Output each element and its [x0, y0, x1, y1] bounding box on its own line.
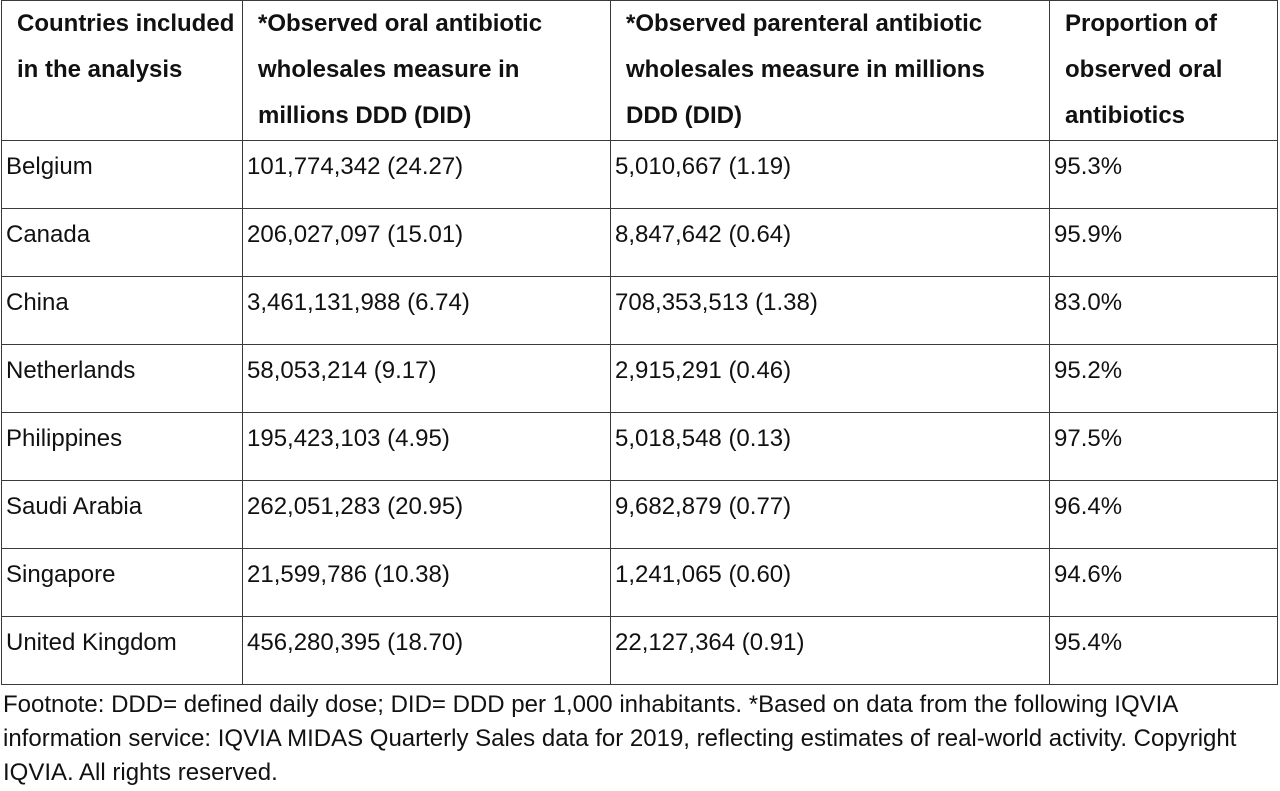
table-row: United Kingdom 456,280,395 (18.70) 22,12… [1, 616, 1278, 685]
header-oral-proportion: Proportion of observed oral antibiotics [1049, 0, 1278, 141]
country-cell: Netherlands [1, 344, 243, 413]
country-cell: China [1, 276, 243, 345]
parenteral-cell: 1,241,065 (0.60) [610, 548, 1050, 617]
table-row: Saudi Arabia 262,051,283 (20.95) 9,682,8… [1, 480, 1278, 549]
antibiotic-wholesales-table: Countries included in the analysis *Obse… [1, 0, 1278, 685]
header-countries: Countries included in the analysis [1, 0, 243, 141]
oral-cell: 21,599,786 (10.38) [242, 548, 611, 617]
country-cell: Philippines [1, 412, 243, 481]
parenteral-cell: 8,847,642 (0.64) [610, 208, 1050, 277]
proportion-cell: 94.6% [1049, 548, 1278, 617]
table-row: China 3,461,131,988 (6.74) 708,353,513 (… [1, 276, 1278, 345]
table-row: Philippines 195,423,103 (4.95) 5,018,548… [1, 412, 1278, 481]
country-cell: Belgium [1, 140, 243, 209]
proportion-cell: 95.4% [1049, 616, 1278, 685]
proportion-cell: 83.0% [1049, 276, 1278, 345]
table-footnote: Footnote: DDD= defined daily dose; DID= … [3, 691, 1237, 786]
table-row: Belgium 101,774,342 (24.27) 5,010,667 (1… [1, 140, 1278, 209]
parenteral-cell: 5,010,667 (1.19) [610, 140, 1050, 209]
table-row: Canada 206,027,097 (15.01) 8,847,642 (0.… [1, 208, 1278, 277]
parenteral-cell: 2,915,291 (0.46) [610, 344, 1050, 413]
oral-cell: 195,423,103 (4.95) [242, 412, 611, 481]
oral-cell: 456,280,395 (18.70) [242, 616, 611, 685]
oral-cell: 3,461,131,988 (6.74) [242, 276, 611, 345]
header-parenteral-wholesales: *Observed parenteral antibiotic wholesal… [610, 0, 1050, 141]
country-cell: Saudi Arabia [1, 480, 243, 549]
oral-cell: 101,774,342 (24.27) [242, 140, 611, 209]
parenteral-cell: 9,682,879 (0.77) [610, 480, 1050, 549]
oral-cell: 206,027,097 (15.01) [242, 208, 611, 277]
proportion-cell: 95.9% [1049, 208, 1278, 277]
parenteral-cell: 708,353,513 (1.38) [610, 276, 1050, 345]
country-cell: United Kingdom [1, 616, 243, 685]
proportion-cell: 95.2% [1049, 344, 1278, 413]
proportion-cell: 97.5% [1049, 412, 1278, 481]
parenteral-cell: 5,018,548 (0.13) [610, 412, 1050, 481]
country-cell: Singapore [1, 548, 243, 617]
table-row: Netherlands 58,053,214 (9.17) 2,915,291 … [1, 344, 1278, 413]
proportion-cell: 96.4% [1049, 480, 1278, 549]
header-row: Countries included in the analysis *Obse… [1, 0, 1278, 141]
parenteral-cell: 22,127,364 (0.91) [610, 616, 1050, 685]
header-oral-wholesales: *Observed oral antibiotic wholesales mea… [242, 0, 611, 141]
table-row: Singapore 21,599,786 (10.38) 1,241,065 (… [1, 548, 1278, 617]
oral-cell: 58,053,214 (9.17) [242, 344, 611, 413]
oral-cell: 262,051,283 (20.95) [242, 480, 611, 549]
country-cell: Canada [1, 208, 243, 277]
proportion-cell: 95.3% [1049, 140, 1278, 209]
